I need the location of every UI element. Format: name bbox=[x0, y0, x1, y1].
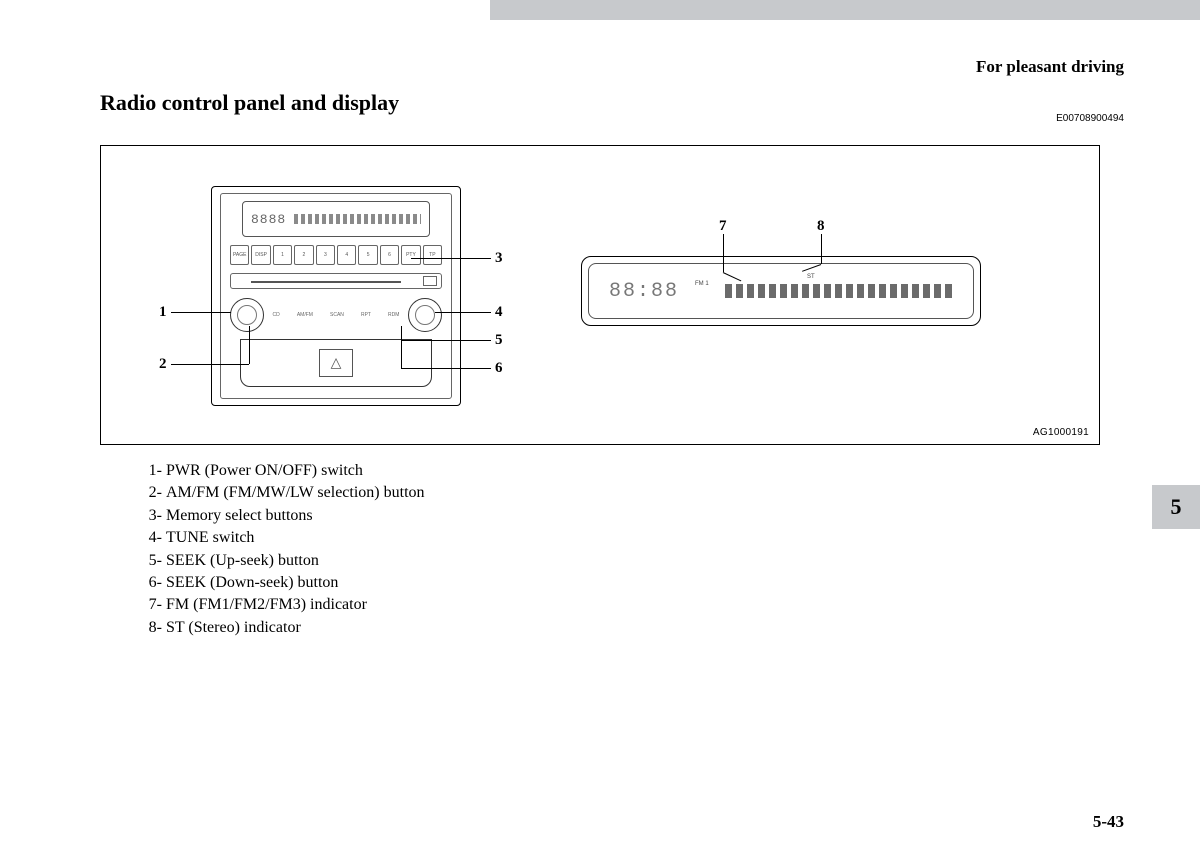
mid-labels: CD AM/FM SCAN RPT RDM bbox=[264, 312, 408, 318]
legend-num: 6- bbox=[140, 572, 162, 594]
legend-item: 1-PWR (Power ON/OFF) switch bbox=[140, 460, 425, 482]
mid-label: AM/FM bbox=[297, 312, 313, 318]
chapter-tab: 5 bbox=[1152, 485, 1200, 529]
leader-line bbox=[171, 312, 231, 313]
legend-num: 1- bbox=[140, 460, 162, 482]
power-volume-knob bbox=[230, 298, 264, 332]
section-heading: For pleasant driving bbox=[976, 57, 1124, 77]
leader-line bbox=[411, 258, 491, 259]
legend-text: SEEK (Up-seek) button bbox=[166, 550, 319, 572]
mid-label: RDM bbox=[388, 312, 399, 318]
display-bar-segments bbox=[725, 284, 953, 298]
mid-label: CD bbox=[273, 312, 280, 318]
legend-text: PWR (Power ON/OFF) switch bbox=[166, 460, 363, 482]
preset-button: 3 bbox=[316, 245, 335, 265]
top-grey-band bbox=[490, 0, 1200, 20]
display-digits: 88:88 bbox=[609, 280, 679, 303]
preset-button: 1 bbox=[273, 245, 292, 265]
manual-page: For pleasant driving Radio control panel… bbox=[0, 0, 1200, 856]
callout-4: 4 bbox=[495, 304, 503, 321]
display-lcd: 88:88 FM 1 ST bbox=[588, 263, 974, 319]
document-number: E00708900494 bbox=[1056, 113, 1124, 124]
leader-line bbox=[249, 326, 250, 364]
legend-item: 8-ST (Stereo) indicator bbox=[140, 617, 425, 639]
legend-num: 7- bbox=[140, 594, 162, 616]
knob-row: CD AM/FM SCAN RPT RDM bbox=[230, 295, 442, 335]
legend-text: AM/FM (FM/MW/LW selection) button bbox=[166, 482, 425, 504]
callout-1: 1 bbox=[159, 304, 167, 321]
legend-item: 4-TUNE switch bbox=[140, 527, 425, 549]
legend-list: 1-PWR (Power ON/OFF) switch 2-AM/FM (FM/… bbox=[140, 460, 425, 639]
legend-item: 2-AM/FM (FM/MW/LW selection) button bbox=[140, 482, 425, 504]
legend-num: 5- bbox=[140, 550, 162, 572]
preset-button: DISP bbox=[251, 245, 270, 265]
display-bezel: 88:88 FM 1 ST bbox=[581, 256, 981, 326]
preset-button-row: PAGE DISP 1 2 3 4 5 6 PTY TP bbox=[230, 245, 442, 265]
leader-line bbox=[401, 368, 491, 369]
radio-lcd: 8888 bbox=[242, 201, 430, 237]
legend-text: SEEK (Down-seek) button bbox=[166, 572, 338, 594]
page-title: Radio control panel and display bbox=[100, 90, 399, 116]
eject-button-icon bbox=[423, 276, 437, 286]
legend-num: 3- bbox=[140, 505, 162, 527]
callout-8: 8 bbox=[817, 218, 825, 235]
mid-label: RPT bbox=[361, 312, 371, 318]
legend-item: 7-FM (FM1/FM2/FM3) indicator bbox=[140, 594, 425, 616]
legend-item: 3-Memory select buttons bbox=[140, 505, 425, 527]
leader-line bbox=[821, 234, 822, 264]
legend-num: 8- bbox=[140, 617, 162, 639]
preset-button: 6 bbox=[380, 245, 399, 265]
hazard-triangle-icon: △ bbox=[319, 349, 353, 377]
legend-item: 6-SEEK (Down-seek) button bbox=[140, 572, 425, 594]
preset-button: 2 bbox=[294, 245, 313, 265]
lcd-digits: 8888 bbox=[251, 212, 286, 227]
callout-3: 3 bbox=[495, 250, 503, 267]
figure-frame: AG1000191 8888 PAGE DISP 1 2 3 4 5 6 bbox=[100, 145, 1100, 445]
preset-button: 5 bbox=[358, 245, 377, 265]
legend-item: 5-SEEK (Up-seek) button bbox=[140, 550, 425, 572]
preset-button: 4 bbox=[337, 245, 356, 265]
leader-line bbox=[171, 364, 249, 365]
callout-2: 2 bbox=[159, 356, 167, 373]
radio-faceplate: 8888 PAGE DISP 1 2 3 4 5 6 PTY TP bbox=[211, 186, 461, 406]
figure-id: AG1000191 bbox=[1033, 427, 1089, 438]
legend-num: 4- bbox=[140, 527, 162, 549]
legend-text: FM (FM1/FM2/FM3) indicator bbox=[166, 594, 367, 616]
legend-text: TUNE switch bbox=[166, 527, 254, 549]
preset-button: TP bbox=[423, 245, 442, 265]
leader-line bbox=[723, 234, 724, 272]
cd-slot bbox=[230, 273, 442, 289]
legend-num: 2- bbox=[140, 482, 162, 504]
st-indicator-label: ST bbox=[807, 274, 815, 280]
callout-7: 7 bbox=[719, 218, 727, 235]
radio-panel-diagram: 8888 PAGE DISP 1 2 3 4 5 6 PTY TP bbox=[211, 186, 461, 406]
lcd-bar-segments bbox=[294, 214, 421, 224]
legend-text: Memory select buttons bbox=[166, 505, 313, 527]
leader-line bbox=[401, 326, 402, 368]
preset-button: PTY bbox=[401, 245, 420, 265]
tune-knob bbox=[408, 298, 442, 332]
callout-5: 5 bbox=[495, 332, 503, 349]
legend-text: ST (Stereo) indicator bbox=[166, 617, 301, 639]
lower-tray: △ bbox=[240, 339, 432, 387]
leader-line bbox=[401, 340, 491, 341]
display-unit-diagram: 88:88 FM 1 ST bbox=[581, 256, 981, 326]
page-number: 5-43 bbox=[1093, 812, 1124, 832]
mid-label: SCAN bbox=[330, 312, 344, 318]
preset-button: PAGE bbox=[230, 245, 249, 265]
leader-line bbox=[435, 312, 491, 313]
callout-6: 6 bbox=[495, 360, 503, 377]
fm-indicator-label: FM 1 bbox=[695, 281, 709, 287]
